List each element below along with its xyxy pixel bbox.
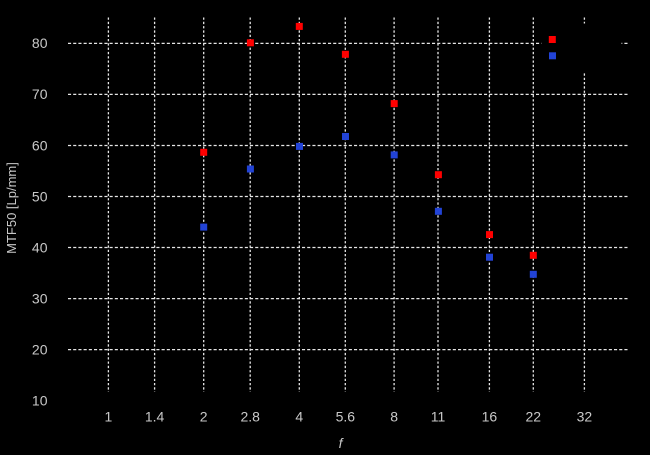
svg-text:f: f	[339, 435, 345, 451]
svg-text:30: 30	[32, 290, 48, 306]
svg-text:70: 70	[32, 86, 48, 102]
svg-text:50: 50	[32, 188, 48, 204]
svg-text:10: 10	[32, 392, 48, 408]
svg-text:5.6: 5.6	[336, 409, 356, 425]
svg-text:1.4: 1.4	[145, 409, 165, 425]
svg-text:60: 60	[32, 137, 48, 153]
svg-text:32: 32	[577, 409, 593, 425]
svg-text:2.8: 2.8	[240, 409, 260, 425]
svg-text:2: 2	[200, 409, 208, 425]
svg-text:16: 16	[482, 409, 498, 425]
svg-text:20: 20	[32, 341, 48, 357]
svg-text:8: 8	[390, 409, 398, 425]
svg-text:80: 80	[32, 35, 48, 51]
svg-text:1: 1	[105, 409, 113, 425]
svg-text:MTF50 [Lp/mm]: MTF50 [Lp/mm]	[4, 162, 19, 254]
svg-text:40: 40	[32, 239, 48, 255]
svg-text:11: 11	[431, 409, 446, 425]
svg-text:4: 4	[295, 409, 303, 425]
svg-text:22: 22	[526, 409, 542, 425]
